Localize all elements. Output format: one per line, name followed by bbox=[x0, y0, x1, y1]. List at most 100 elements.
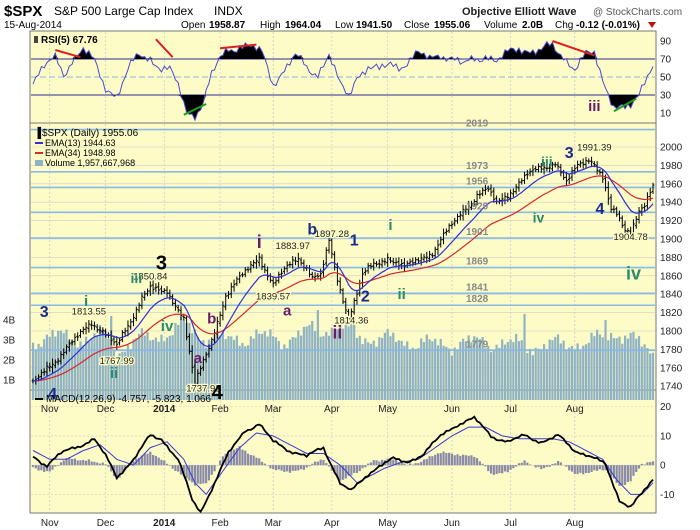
volume-bar bbox=[375, 346, 378, 400]
volume-bar bbox=[467, 335, 470, 400]
macd-histogram-bar bbox=[146, 453, 149, 466]
volume-bar bbox=[601, 337, 604, 400]
rsi-divergence-line bbox=[155, 38, 174, 58]
volume-bar bbox=[473, 336, 476, 400]
price-bar bbox=[73, 333, 77, 346]
volume-bar bbox=[115, 361, 118, 400]
macd-histogram-bar bbox=[434, 454, 437, 466]
volume-bar bbox=[121, 351, 124, 400]
volume-bar bbox=[341, 328, 345, 400]
x-tick-label-volume: Dec bbox=[97, 404, 115, 415]
price-bar bbox=[227, 291, 230, 299]
macd-histogram-bar bbox=[51, 465, 54, 470]
volume-bar bbox=[205, 347, 208, 400]
volume-bar bbox=[612, 338, 616, 400]
wave-label: iii bbox=[130, 270, 142, 286]
volume-bar bbox=[87, 341, 90, 400]
price-bar bbox=[120, 330, 124, 343]
macd-histogram-bar bbox=[185, 465, 188, 479]
volume-bar bbox=[263, 331, 266, 400]
volume-bar bbox=[626, 338, 629, 400]
volume-bar bbox=[464, 341, 467, 400]
volume-bar bbox=[598, 334, 602, 400]
price-bar bbox=[193, 362, 197, 388]
macd-histogram-bar bbox=[34, 465, 37, 469]
macd-histogram-bar bbox=[57, 465, 60, 466]
price-legend-text: $SPX (Daily) 1955.06 bbox=[42, 128, 139, 139]
macd-histogram-bar bbox=[414, 463, 417, 466]
price-bar bbox=[464, 205, 468, 215]
macd-histogram-bar bbox=[283, 465, 286, 472]
price-bar bbox=[148, 281, 152, 296]
volume-bar bbox=[70, 339, 74, 400]
volume-bar bbox=[132, 339, 135, 400]
macd-histogram-bar bbox=[470, 455, 473, 466]
price-bar bbox=[81, 326, 85, 335]
volume-legend-text: Volume 1,957,667,968 bbox=[45, 158, 135, 168]
macd-histogram-bar bbox=[327, 465, 331, 467]
volume-bar bbox=[269, 329, 272, 400]
price-bar bbox=[380, 258, 384, 268]
price-bar bbox=[249, 261, 253, 273]
price-bar bbox=[595, 161, 599, 175]
price-bar bbox=[229, 282, 233, 299]
volume-bar bbox=[219, 335, 222, 400]
volume-bar bbox=[607, 340, 610, 400]
price-tick-label: 1860 bbox=[660, 271, 683, 282]
macd-histogram-bar bbox=[367, 463, 370, 466]
volume-bar bbox=[364, 338, 367, 400]
volume-bar bbox=[394, 341, 398, 400]
price-bar bbox=[375, 261, 378, 267]
price-bar bbox=[204, 351, 208, 363]
symbol-title: $SPX bbox=[4, 3, 42, 20]
volume-bar bbox=[635, 338, 638, 400]
macd-histogram-bar bbox=[277, 465, 280, 470]
price-bar bbox=[450, 220, 454, 230]
price-bar bbox=[132, 313, 135, 327]
price-bar bbox=[171, 294, 175, 306]
level-label: 1841 bbox=[466, 282, 489, 293]
macd-histogram-bar bbox=[517, 463, 521, 466]
volume-bar bbox=[57, 330, 60, 400]
volume-bar bbox=[380, 337, 384, 400]
price-bar bbox=[556, 161, 560, 170]
price-bar bbox=[634, 215, 638, 229]
wave-label: b bbox=[207, 311, 216, 328]
price-bar bbox=[484, 184, 487, 195]
volume-bar bbox=[448, 348, 451, 400]
macd-histogram-bar bbox=[450, 453, 454, 466]
volume-bar bbox=[545, 349, 548, 400]
x-tick-label-volume: Jun bbox=[444, 404, 460, 415]
x-tick-label-macd: Feb bbox=[211, 518, 229, 529]
price-bar bbox=[523, 171, 526, 184]
price-bar bbox=[620, 215, 624, 229]
volume-bar bbox=[537, 348, 540, 400]
price-bar bbox=[257, 252, 261, 267]
price-bar bbox=[458, 211, 462, 221]
macd-histogram-bar bbox=[643, 464, 646, 466]
macd-histogram-bar bbox=[358, 465, 361, 472]
macd-histogram-bar bbox=[199, 465, 202, 485]
wave-label: iv bbox=[533, 209, 545, 225]
volume-bar bbox=[378, 337, 381, 400]
macd-histogram-bar bbox=[157, 457, 160, 466]
macd-histogram-bar bbox=[353, 465, 356, 473]
wave-label: 3 bbox=[565, 145, 574, 162]
volume-bar bbox=[568, 347, 571, 400]
volume-bar bbox=[37, 343, 40, 400]
macd-legend: MACD(12,26,9) -4.757, -5.823, 1.066 bbox=[35, 394, 212, 405]
price-bar bbox=[165, 286, 169, 298]
volume-bar bbox=[531, 355, 535, 400]
price-bar bbox=[151, 280, 155, 295]
level-label: 2019 bbox=[466, 119, 489, 130]
volume-bar bbox=[434, 338, 437, 400]
price-bar bbox=[417, 257, 420, 264]
volume-bar bbox=[232, 339, 236, 400]
macd-histogram-bar bbox=[604, 465, 607, 471]
price-tick-label: 1980 bbox=[660, 161, 683, 172]
price-bar bbox=[430, 252, 434, 259]
macd-histogram-bar bbox=[587, 465, 590, 474]
volume-bar bbox=[425, 334, 428, 400]
volume-bar bbox=[59, 330, 63, 400]
macd-histogram-bar bbox=[498, 465, 501, 474]
